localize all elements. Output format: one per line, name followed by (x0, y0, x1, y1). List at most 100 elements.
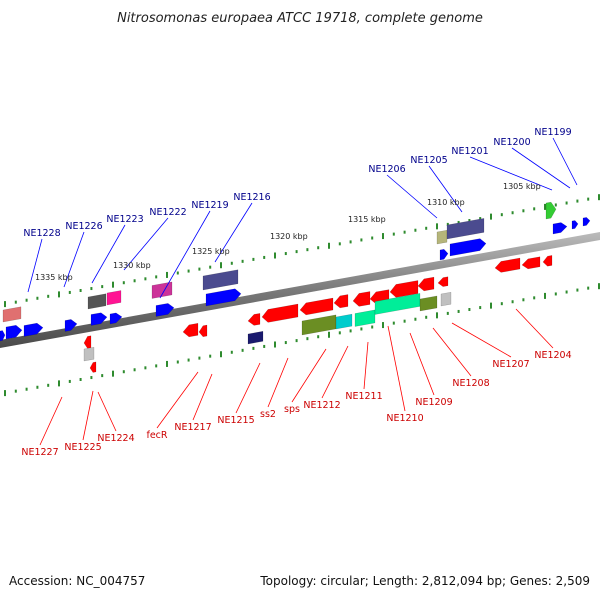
gene-feature (89, 361, 97, 373)
scale-tick (328, 242, 330, 249)
scale-label: 1310 kbp (427, 198, 465, 207)
gene-feature (335, 313, 353, 330)
gene-label-minus: fecR (146, 430, 167, 441)
leader-line (432, 327, 472, 377)
scale-tick (68, 290, 71, 294)
scale-tick (392, 321, 395, 325)
scale-labels: 1305 kbp 1310 kbp 1315 kbp 1320 kbp 1325 kbp… (35, 182, 541, 282)
gene-feature (417, 276, 435, 292)
leader-line (63, 231, 85, 288)
gene-feature (151, 281, 173, 299)
gene-label-minus: NE1217 (174, 422, 211, 433)
scale-tick (403, 319, 406, 323)
scale-tick (533, 296, 536, 300)
scale-tick (306, 337, 309, 341)
scale-tick (14, 389, 17, 393)
scale-tick (198, 267, 201, 271)
scale-tick (144, 366, 147, 370)
scale-tick (122, 370, 125, 374)
scale-tick (382, 233, 384, 240)
scale-label: 1305 kbp (503, 182, 541, 191)
scale-tick (90, 287, 93, 291)
scale-tick (360, 238, 363, 242)
gene-label-minus: sps (284, 404, 300, 415)
scale-tick (554, 292, 557, 296)
leader-line (82, 390, 94, 441)
leader-line (27, 238, 43, 293)
scale-tick (133, 279, 136, 283)
scale-tick (511, 300, 514, 304)
scale-tick (349, 240, 352, 244)
gene-feature (198, 324, 208, 338)
scale-tick (58, 380, 60, 387)
gene-feature (437, 276, 449, 287)
gene-feature (352, 291, 371, 307)
scale-tick (349, 329, 352, 333)
scale-tick (511, 211, 514, 215)
accession-text: Accession: NC_004757 (9, 574, 146, 588)
scale-tick (230, 261, 233, 265)
gene-labels: NE1199 NE1200 NE1201 NE1205 NE1206 NE1216 NE12… (21, 127, 571, 458)
scale-tick (241, 259, 244, 263)
scale-tick (522, 209, 525, 213)
scale-tick (241, 348, 244, 352)
leader-line (291, 348, 327, 403)
gene-feature (389, 280, 419, 298)
leader-line (235, 362, 261, 414)
gene-label-minus: NE1210 (386, 413, 423, 424)
gene-feature (0, 330, 6, 342)
gene-feature (333, 294, 349, 309)
scale-tick (500, 213, 503, 217)
gene-label-minus: NE1209 (415, 397, 452, 408)
scale-tick (414, 228, 417, 232)
gene-feature (247, 313, 261, 326)
gene-label-minus: NE1227 (21, 447, 58, 458)
gene-feature (155, 303, 175, 317)
gene-feature (446, 218, 485, 240)
scale-tick (338, 242, 341, 246)
scale-tick (587, 286, 590, 290)
gene-label-plus: NE1200 (493, 137, 530, 148)
gene-feature (440, 291, 452, 307)
gene-label-plus: NE1222 (149, 207, 186, 218)
scale-tick (14, 300, 17, 304)
gene-label-plus: NE1226 (65, 221, 102, 232)
leader-line (267, 357, 289, 408)
label-leader-lines (27, 137, 578, 446)
scale-tick (166, 360, 168, 367)
scale-label: 1315 kbp (348, 215, 386, 224)
gene-feature (109, 312, 123, 325)
scale-tick (468, 219, 471, 223)
scale-tick (598, 194, 600, 201)
scale-tick (382, 322, 384, 329)
gene-label-plus: NE1219 (191, 200, 228, 211)
scale-tick (209, 265, 212, 269)
scale-tick (576, 199, 579, 203)
gene-label-plus: NE1199 (534, 127, 571, 138)
gene-feature (261, 303, 299, 323)
gene-feature (571, 220, 579, 230)
scale-tick (490, 213, 492, 220)
scale-tick (176, 360, 179, 364)
gene-label-minus: NE1212 (303, 400, 340, 411)
scale-tick (425, 226, 428, 230)
leader-line (552, 137, 578, 186)
scale-tick (446, 311, 449, 315)
gene-feature (106, 290, 122, 306)
scale-tick (36, 385, 39, 389)
gene-label-minus: NE1215 (217, 415, 254, 426)
scale-tick (457, 220, 460, 224)
gene-label-minus: NE1211 (345, 391, 382, 402)
scale-tick (295, 339, 298, 343)
scale-tick (317, 246, 320, 250)
scale-tick (112, 370, 114, 377)
scale-tick (144, 277, 147, 281)
scale-ticks-upper (4, 194, 600, 308)
leader-line (469, 156, 553, 191)
scale-tick (220, 351, 222, 358)
scale-tick (263, 344, 266, 348)
leader-line (409, 332, 435, 396)
gene-feature (521, 256, 541, 270)
scale-tick (457, 309, 460, 313)
scale-tick (101, 374, 104, 378)
